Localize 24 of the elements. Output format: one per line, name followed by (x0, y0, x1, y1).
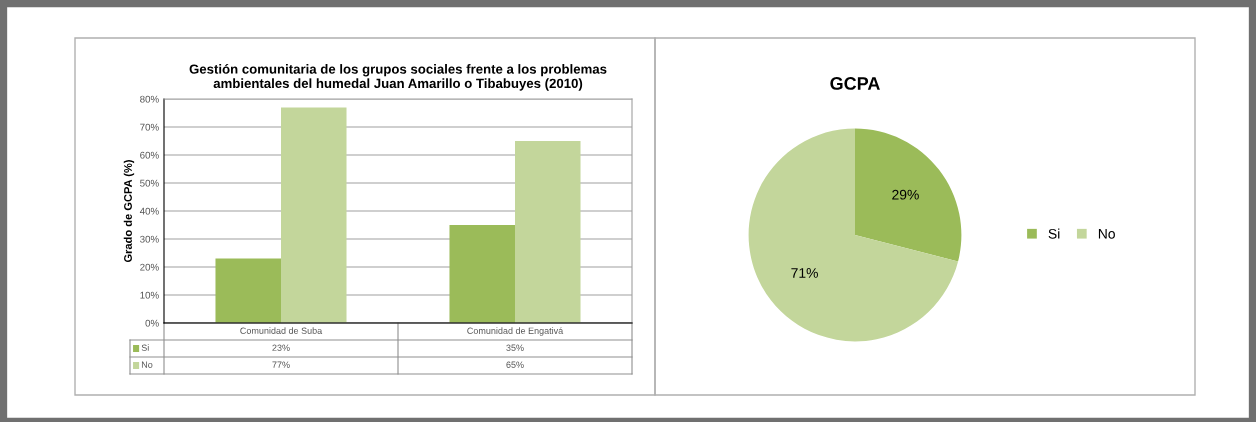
legend-label: Si (141, 344, 149, 351)
y-tick-label: 30% (140, 235, 159, 243)
y-tick-label: 80% (140, 95, 159, 103)
data-label: 77% (272, 361, 290, 368)
y-axis-title: Grado de GCPA (%) (123, 160, 135, 263)
data-label: 23% (272, 344, 290, 351)
y-tick-label: 0% (145, 319, 159, 327)
legend-label: No (1098, 229, 1115, 239)
x-tick-label: Comunidad de Engativá (467, 327, 564, 336)
data-label: 35% (506, 344, 524, 351)
chart-title: GCPA (830, 77, 880, 90)
legend-label: Si (1048, 228, 1060, 239)
y-tick-label: 50% (140, 179, 159, 187)
y-tick-label: 20% (140, 263, 159, 271)
y-tick-label: 70% (140, 123, 159, 131)
y-tick-label: 60% (140, 151, 159, 159)
y-tick-label: 40% (139, 207, 159, 215)
chart-title: Gestión comunitaria de los grupos sociales frente a los problemas ambientales del humedal Juan Amarillo o Tibabuyes (2010) (189, 63, 607, 91)
y-tick-label: 10% (140, 291, 159, 299)
x-tick-label: Comunidad de Suba (240, 327, 323, 334)
data-label: 29% (892, 189, 919, 200)
data-label: 65% (506, 361, 524, 368)
data-label: 71% (791, 268, 818, 278)
legend-label: No (141, 361, 153, 368)
